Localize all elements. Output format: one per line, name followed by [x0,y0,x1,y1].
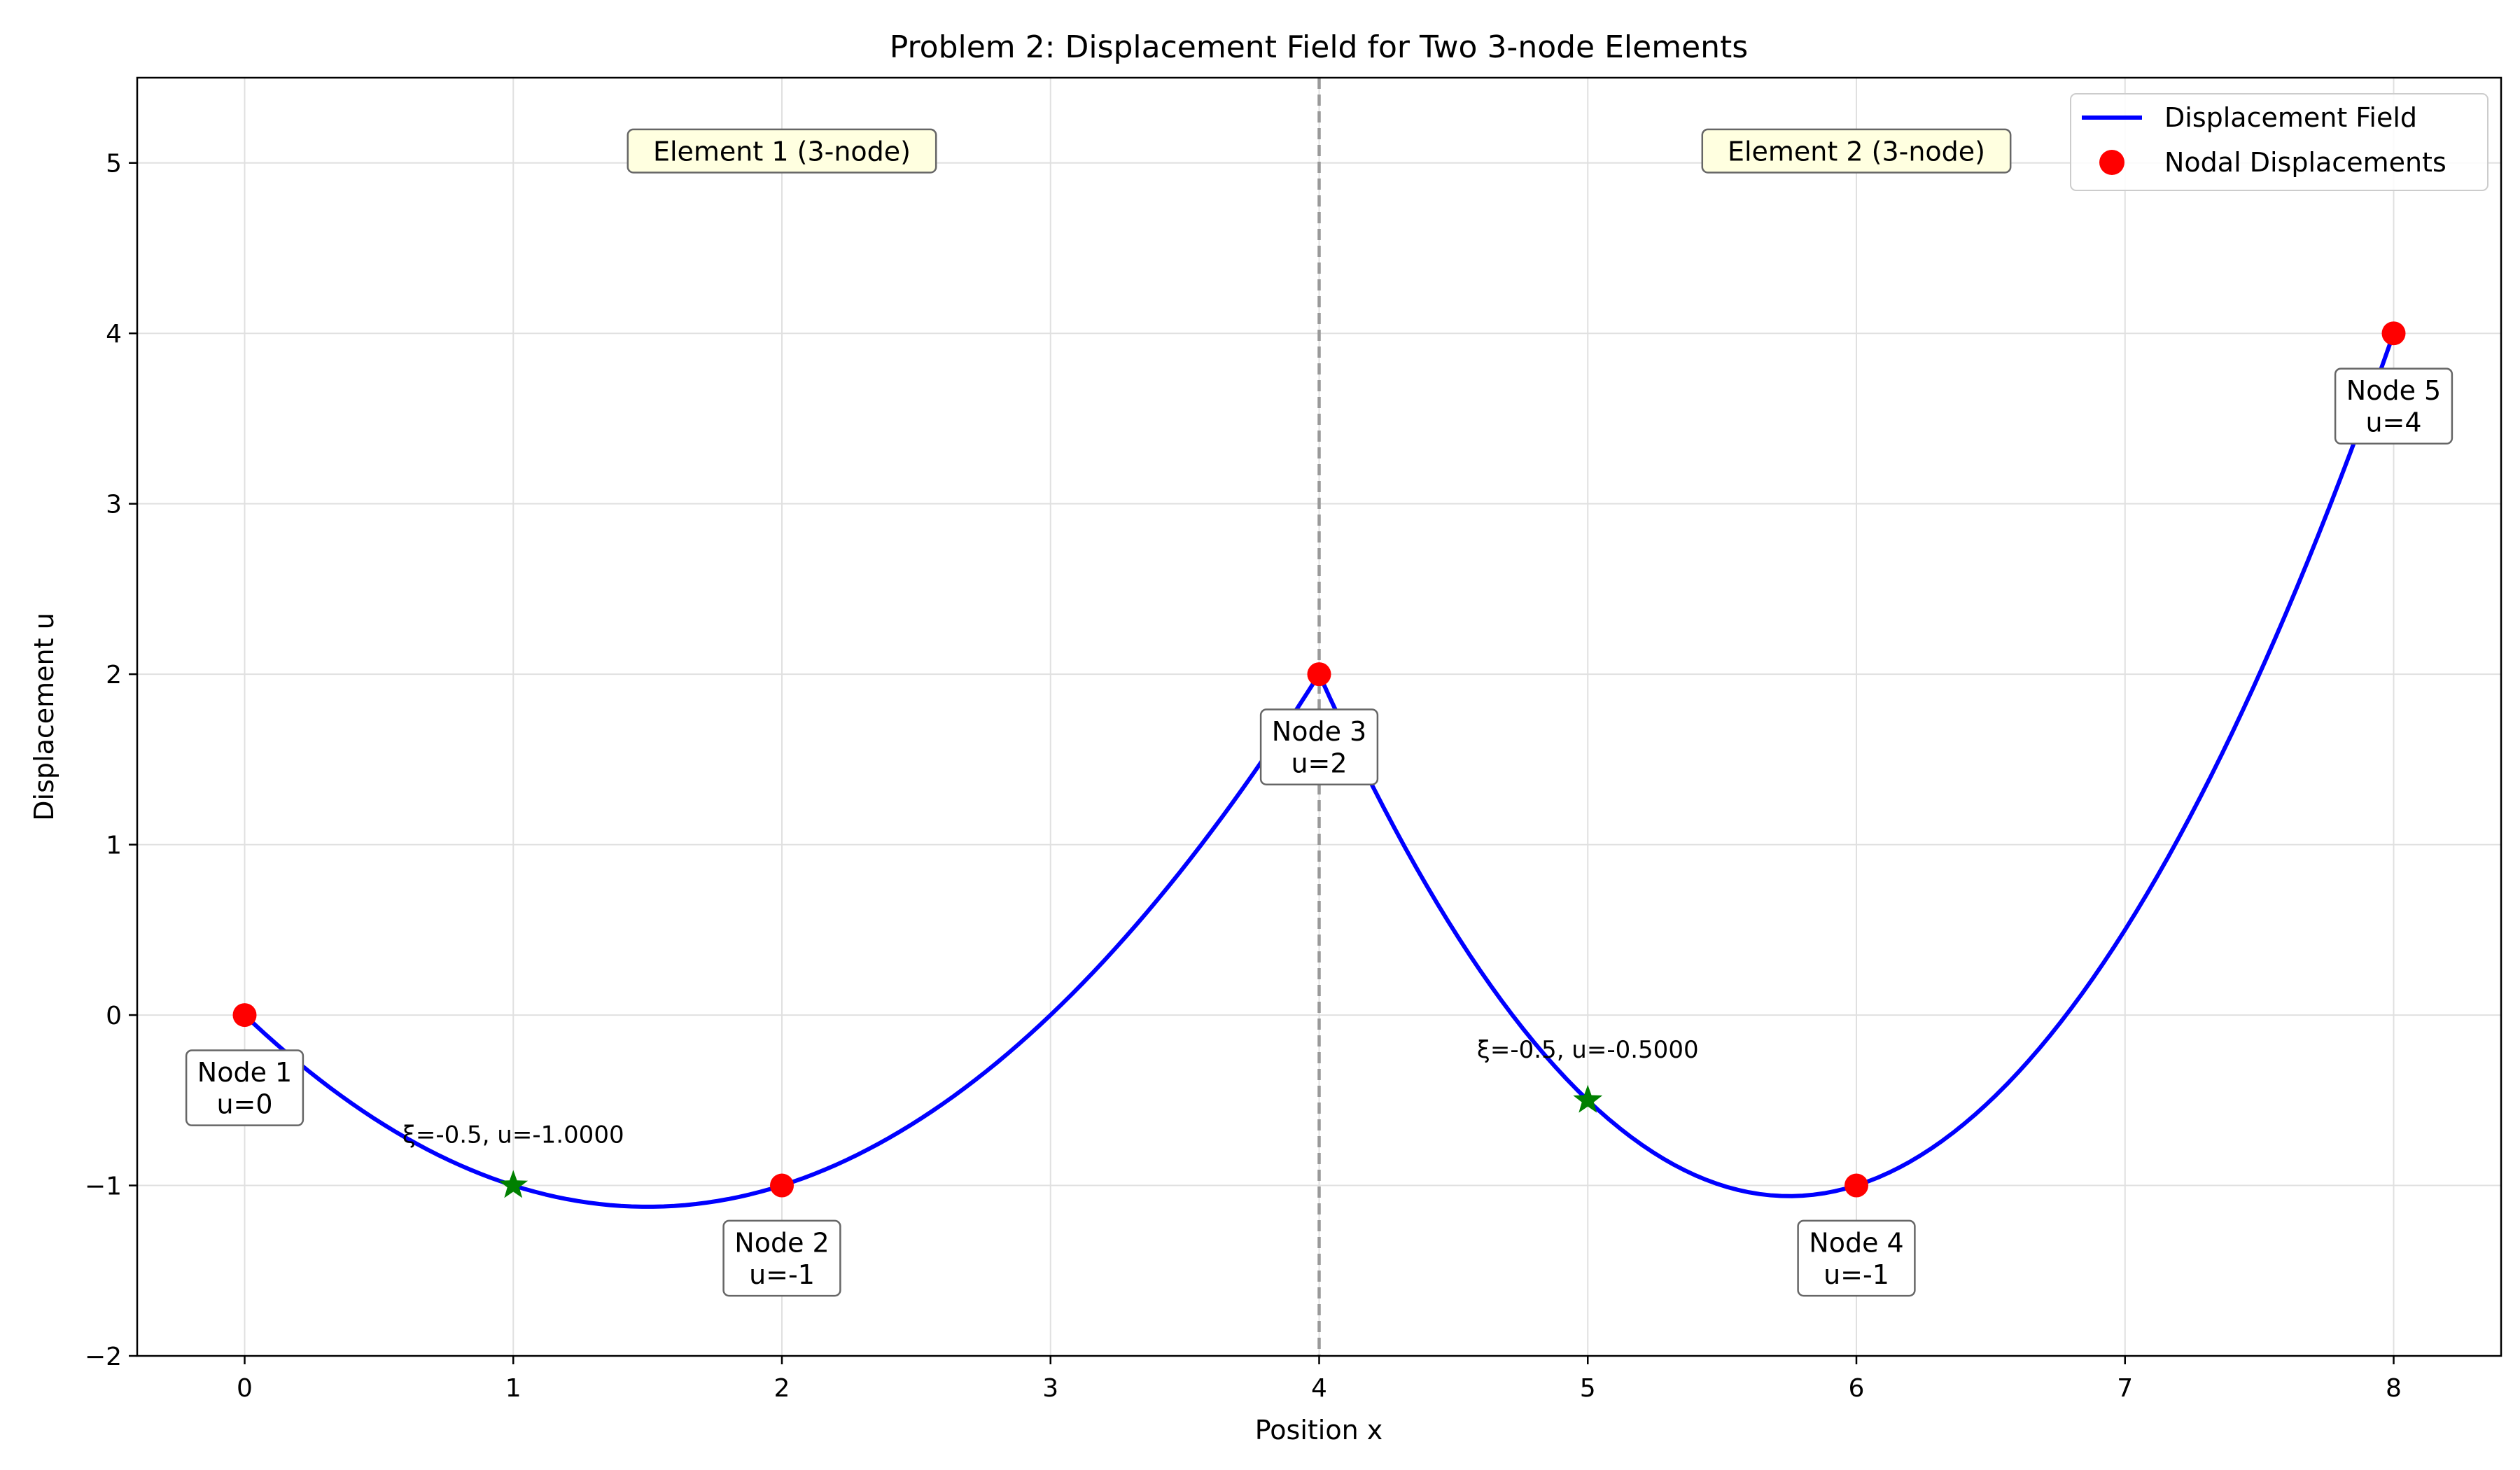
node-label-1: Node 1u=0 [185,1049,304,1126]
x-tick-label: 7 [2117,1374,2133,1403]
gauss-point-label: ξ=-0.5, u=-0.5000 [1477,1036,1699,1064]
node-label-4-box [1797,1219,1916,1297]
y-tick-label: 3 [106,491,122,519]
gauss-point-label: ξ=-0.5, u=-1.0000 [402,1121,624,1149]
legend-label-displacement-field: Displacement Field [2164,102,2417,133]
legend-marker-swatch [2099,150,2124,175]
node-label-3-text: u=2 [1291,748,1347,779]
x-tick-label: 6 [1849,1374,1865,1403]
x-axis-ticks: 0 1 2 3 4 5 6 7 8 [237,1356,2402,1403]
nodal-displacement-point [1844,1173,1868,1198]
node-label-4-text: Node 4 [1809,1227,1903,1258]
node-label-1-text: u=0 [216,1089,272,1120]
y-tick-label: 2 [106,661,122,690]
node-label-5-box [2334,368,2454,445]
node-label-4-text: u=-1 [1823,1259,1889,1290]
element-label-2-box [1701,128,2012,174]
node-label-3-text: Node 3 [1272,716,1366,747]
node-label-5: Node 5u=4 [2334,368,2454,445]
marker-layer [232,321,2406,1198]
y-tick-label: −1 [85,1172,122,1201]
x-tick-label: 5 [1580,1374,1596,1403]
element-label-1-text: Element 1 (3-node) [653,136,911,167]
x-tick-label: 2 [774,1374,790,1403]
y-tick-label: 4 [106,320,122,349]
nodal-displacement-point [2381,321,2406,346]
chart-title: Problem 2: Displacement Field for Two 3-… [890,29,1748,65]
y-tick-label: −2 [85,1343,122,1371]
nodal-displacement-point [770,1173,794,1198]
element-label-1: Element 1 (3-node) [626,128,937,174]
node-label-2-box [722,1219,841,1297]
element-label-2-text: Element 2 (3-node) [1728,136,1985,167]
element-label-2: Element 2 (3-node) [1701,128,2012,174]
nodal-displacement-point [1307,662,1331,687]
node-label-3: Node 3u=2 [1259,708,1379,785]
nodal-displacement-point [232,1003,257,1028]
x-tick-label: 3 [1042,1374,1058,1403]
element-label-1-box [626,128,937,174]
node-label-2: Node 2u=-1 [722,1219,841,1297]
node-label-2-text: Node 2 [734,1227,829,1258]
legend-box [2070,93,2488,191]
y-tick-label: 0 [106,1002,122,1030]
node-label-2-text: u=-1 [749,1259,815,1290]
y-axis-ticks: −2 −1 0 1 2 3 4 5 [85,150,137,1371]
gauss-point-star [1573,1084,1603,1113]
y-tick-label: 1 [106,832,122,860]
x-tick-label: 4 [1311,1374,1327,1403]
legend: Displacement Field Nodal Displacements [2070,93,2488,191]
x-tick-label: 0 [237,1374,253,1403]
node-label-3-box [1259,708,1379,785]
x-axis-label: Position x [1255,1415,1383,1446]
x-tick-label: 1 [505,1374,522,1403]
node-label-5-text: Node 5 [2346,375,2441,406]
node-label-4: Node 4u=-1 [1797,1219,1916,1297]
y-tick-label: 5 [106,150,122,178]
node-label-1-text: Node 1 [197,1057,292,1088]
y-axis-label: Displacement u [29,612,59,820]
gauss-point-star [498,1170,528,1198]
x-tick-label: 8 [2386,1374,2402,1403]
node-label-5-text: u=4 [2365,407,2421,438]
legend-label-nodal-displacements: Nodal Displacements [2164,147,2446,178]
node-label-1-box [185,1049,304,1126]
